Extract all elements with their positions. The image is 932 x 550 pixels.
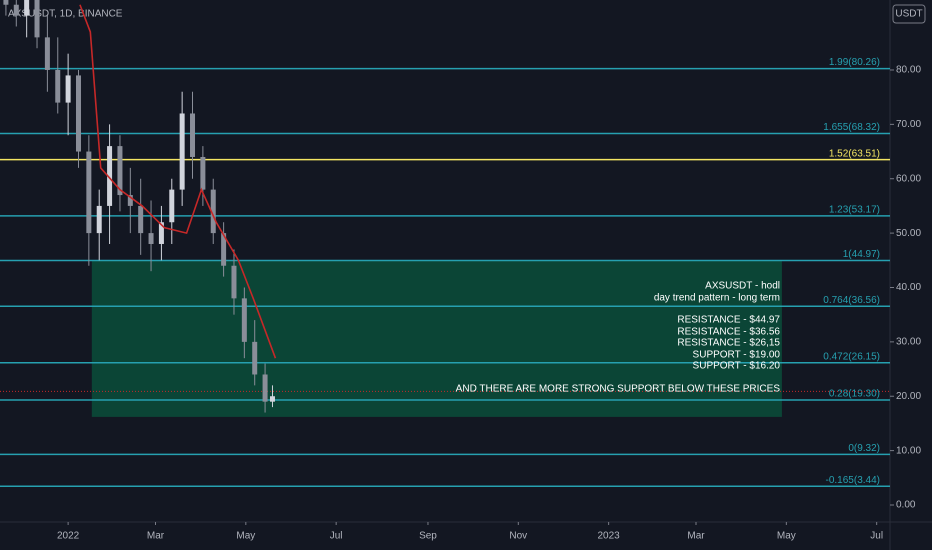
- candle-body: [127, 195, 133, 206]
- annotation: RESISTANCE - $26,15: [677, 338, 780, 349]
- fib-label: 1.655(68.32): [823, 122, 880, 133]
- candle-body: [117, 146, 123, 196]
- candle-body: [158, 222, 164, 244]
- annotation: day trend pattern - long term: [654, 293, 780, 304]
- fib-label: 0(9.32): [848, 443, 880, 454]
- x-tick-label: 2023: [598, 531, 621, 542]
- candle-body: [65, 75, 71, 103]
- fib-label: 1.99(80.26): [829, 57, 880, 68]
- y-tick-label: 60.00: [896, 173, 921, 184]
- annotation: AXSUSDT - hodl: [705, 281, 780, 292]
- fib-label: 1(44.97): [843, 249, 880, 260]
- annotation: RESISTANCE - $36.56: [677, 327, 780, 338]
- x-tick-label: Sep: [419, 531, 437, 542]
- candle-body: [262, 374, 268, 402]
- fib-label: 0.472(26.15): [823, 351, 880, 362]
- candle-body: [148, 233, 154, 244]
- currency-box: [892, 4, 926, 24]
- x-tick-label: Jul: [330, 531, 343, 542]
- y-tick-label: 10.00: [896, 445, 921, 456]
- annotation: AND THERE ARE MORE STRONG SUPPORT BELOW …: [456, 384, 781, 395]
- candle-body: [169, 189, 175, 223]
- candle-body: [44, 37, 50, 70]
- x-tick-label: 2022: [57, 531, 80, 542]
- candle-body: [75, 75, 81, 152]
- y-tick-label: 70.00: [896, 119, 921, 130]
- y-tick-label: 80.00: [896, 65, 921, 76]
- x-tick-label: Jul: [870, 531, 883, 542]
- currency-label: USDT: [895, 9, 922, 20]
- candle-body: [55, 69, 61, 103]
- candle-body: [107, 146, 113, 206]
- candle-body: [200, 156, 206, 190]
- annotation: SUPPORT - $19.00: [693, 350, 781, 361]
- zone: [91, 260, 782, 417]
- x-tick-label: May: [777, 531, 796, 542]
- fib-label: 1.23(53.17): [829, 205, 880, 216]
- y-tick-label: 50.00: [896, 228, 921, 239]
- y-tick-label: 20.00: [896, 391, 921, 402]
- fib-label: 0.764(36.56): [823, 295, 880, 306]
- candle-body: [179, 113, 185, 190]
- candle-body: [190, 113, 196, 157]
- candle-body: [34, 0, 40, 38]
- y-tick-label: 0.00: [896, 500, 916, 511]
- x-tick-label: Mar: [147, 531, 165, 542]
- y-tick-label: 40.00: [896, 282, 921, 293]
- moving-average: [79, 4, 277, 359]
- candle-body: [210, 189, 216, 234]
- candle-body: [138, 205, 144, 234]
- candle-body: [13, 4, 19, 16]
- candle-body: [231, 265, 237, 299]
- candle-body: [241, 298, 247, 342]
- candle-body: [252, 341, 258, 375]
- fib-label: 0.28(19.30): [829, 389, 880, 400]
- candle-body: [96, 205, 102, 234]
- y-tick-label: 30.00: [896, 337, 921, 348]
- candle-body: [24, 0, 30, 16]
- x-tick-label: Mar: [687, 531, 705, 542]
- fib-label: 1.52(63.51): [829, 148, 880, 159]
- candle-body: [221, 233, 227, 266]
- chart-title: AXSUSDT, 1D, BINANCE: [8, 9, 123, 20]
- candle-body: [3, 0, 9, 5]
- candle-body: [269, 396, 275, 402]
- x-tick-label: May: [236, 531, 255, 542]
- annotation: RESISTANCE - $44.97: [677, 315, 780, 326]
- fib-label: -0.165(3.44): [826, 475, 880, 486]
- annotation: SUPPORT - $16.20: [693, 361, 781, 372]
- x-tick-label: Nov: [509, 531, 527, 542]
- candle-body: [86, 151, 92, 234]
